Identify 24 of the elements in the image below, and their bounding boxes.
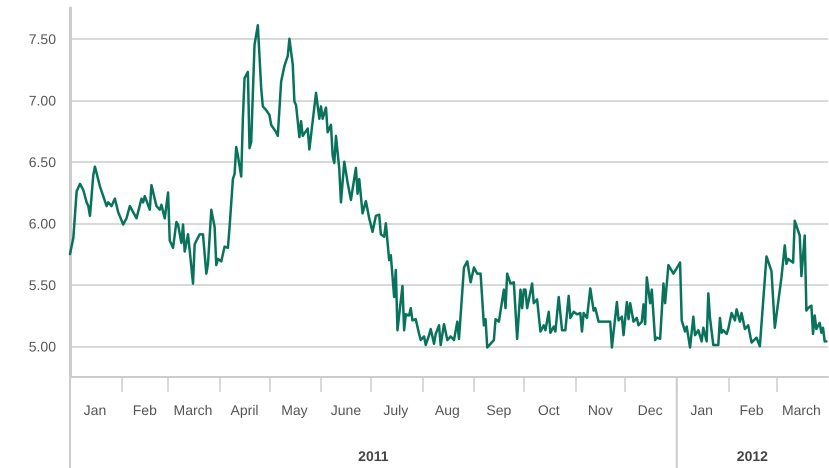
y-tick-label: 5.50 <box>28 276 56 293</box>
x-tick-label: March <box>174 402 212 418</box>
x-tick-label: April <box>230 402 259 418</box>
x-tick-label: Jan <box>84 402 106 418</box>
y-tick-label: 6.50 <box>28 154 56 170</box>
text: 2011 <box>358 448 389 464</box>
x-tick-label: Aug <box>434 402 460 418</box>
x-tick-label: May <box>281 402 308 418</box>
x-tick-label: July <box>383 402 408 418</box>
y-tick-label: 5.00 <box>28 338 56 354</box>
line-series <box>68 24 828 349</box>
x-tick-label: Feb <box>739 402 764 418</box>
x-tick-label: Sep <box>486 402 512 418</box>
y-tick-label: 7.50 <box>28 30 56 47</box>
x-tick-label: Feb <box>132 402 158 418</box>
x-tick-label: Nov <box>588 402 613 418</box>
x-tick-label: June <box>330 402 362 418</box>
x-tick-label: Dec <box>638 402 663 418</box>
x-tick-label: Jan <box>690 402 713 418</box>
text: 2012 <box>736 448 768 464</box>
x-tick-label: March <box>782 402 821 418</box>
x-tick-label: Oct <box>538 402 560 418</box>
y-tick-label: 7.00 <box>28 92 56 108</box>
y-tick-label: 6.00 <box>28 215 56 232</box>
